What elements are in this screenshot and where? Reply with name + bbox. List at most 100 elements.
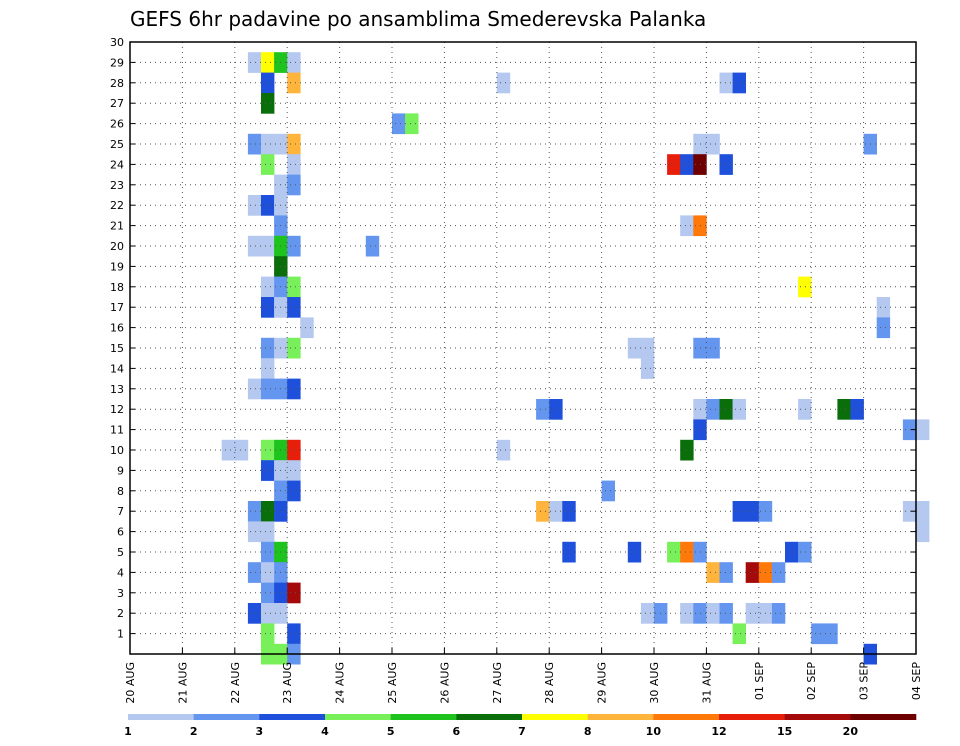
precip-cell <box>365 235 380 257</box>
precip-cell <box>221 439 236 461</box>
legend-color-swatch <box>587 714 654 720</box>
precip-cell <box>247 195 262 216</box>
precip-cell <box>640 603 655 624</box>
x-axis: 20 AUG 21 AUG 22 AUG 23 AUG 24 AUG 25 AUG 26 A… <box>124 648 923 704</box>
x-tick-label: 02 SEP <box>805 662 818 700</box>
legend-color-swatch <box>390 714 457 720</box>
legend-tick-label: 3 <box>256 725 264 738</box>
precip-cell <box>680 541 694 563</box>
grid-lines <box>130 42 916 654</box>
precip-cell <box>261 460 275 481</box>
precip-cell <box>680 603 694 624</box>
precip-cell <box>640 337 655 359</box>
precip-cell <box>536 501 550 522</box>
legend-tick-label: 6 <box>453 725 461 738</box>
y-tick-label: 30 <box>110 36 124 49</box>
y-tick-label: 15 <box>110 342 124 355</box>
precip-cell <box>287 337 301 359</box>
precip-cell <box>536 399 550 420</box>
y-tick-label: 18 <box>110 281 124 294</box>
precip-cell <box>247 501 262 522</box>
color-legend: 1 2 3 4 5 6 7 8 10 12 15 20 <box>124 714 917 738</box>
legend-tick-label: 20 <box>843 725 859 738</box>
precip-cell <box>261 562 275 583</box>
precip-cell <box>261 582 275 604</box>
precip-cell <box>601 480 615 502</box>
precip-cell <box>261 235 275 257</box>
precip-cell <box>850 399 864 420</box>
precip-cell <box>287 378 301 400</box>
y-tick-label: 3 <box>117 587 124 600</box>
precip-cell <box>745 501 760 522</box>
precip-cell <box>916 501 930 522</box>
precip-cell <box>745 562 760 583</box>
legend-color-swatch <box>784 714 851 720</box>
precip-cell <box>261 276 275 298</box>
y-tick-label: 13 <box>110 383 124 396</box>
precip-cell <box>706 562 720 583</box>
legend-tick-label: 1 <box>124 725 132 738</box>
precip-cell <box>261 133 275 155</box>
precip-cell <box>234 439 249 461</box>
precip-cell <box>261 439 275 461</box>
precip-cell <box>706 133 720 155</box>
precip-cell <box>287 582 301 604</box>
legend-color-swatch <box>456 714 523 720</box>
legend-tick-label: 10 <box>646 725 662 738</box>
chart-title: GEFS 6hr padavine po ansamblima Smederev… <box>130 7 706 31</box>
legend-tick-label: 2 <box>190 725 198 738</box>
precip-cell <box>247 603 262 624</box>
y-tick-label: 6 <box>117 526 124 539</box>
legend-color-swatch <box>259 714 326 720</box>
precip-cell <box>287 133 301 155</box>
y-tick-label: 23 <box>110 179 124 192</box>
y-tick-label: 10 <box>110 444 124 457</box>
y-tick-label: 11 <box>110 424 124 437</box>
precip-cell <box>261 541 275 563</box>
precip-cell <box>785 541 799 563</box>
precip-cell <box>719 154 733 175</box>
precip-cell <box>287 154 301 175</box>
precip-cell <box>667 541 681 563</box>
legend-tick-label: 8 <box>584 725 592 738</box>
precip-cell <box>706 337 720 359</box>
y-tick-label: 2 <box>117 607 124 620</box>
precip-cell <box>261 154 275 175</box>
precip-cell <box>562 541 576 563</box>
precip-cell <box>640 358 655 379</box>
precip-cell <box>261 93 275 114</box>
precip-cell <box>261 72 275 94</box>
x-tick-label: 27 AUG <box>491 662 504 704</box>
precip-cell <box>771 603 786 624</box>
precip-cell <box>798 276 812 298</box>
legend-color-swatch <box>325 714 391 720</box>
precip-cell <box>247 133 262 155</box>
x-tick-label: 21 AUG <box>176 662 189 704</box>
y-tick-label: 5 <box>117 546 124 559</box>
precip-cell <box>287 276 301 298</box>
y-tick-label: 9 <box>117 464 124 477</box>
precip-cell <box>247 562 262 583</box>
y-tick-label: 24 <box>110 158 124 171</box>
precip-cell <box>876 297 891 318</box>
precip-cell <box>287 623 301 645</box>
precip-cell <box>667 154 681 175</box>
precip-cell <box>261 358 275 379</box>
precip-cell <box>287 52 301 73</box>
precip-cell <box>798 541 812 563</box>
precip-cell <box>392 113 406 135</box>
precip-cell <box>876 317 891 339</box>
x-tick-label: 24 AUG <box>334 662 347 704</box>
x-tick-label: 26 AUG <box>438 662 451 704</box>
legend-tick-label: 7 <box>518 725 526 738</box>
x-tick-label: 25 AUG <box>386 662 399 704</box>
precip-cell <box>745 603 760 624</box>
precip-cell <box>405 113 419 135</box>
y-tick-label: 27 <box>110 97 124 110</box>
legend-tick-label: 5 <box>387 725 395 738</box>
y-tick-label: 17 <box>110 301 124 314</box>
precip-cell <box>300 317 314 339</box>
x-tick-label: 28 AUG <box>543 662 556 704</box>
precip-cell <box>247 52 262 73</box>
